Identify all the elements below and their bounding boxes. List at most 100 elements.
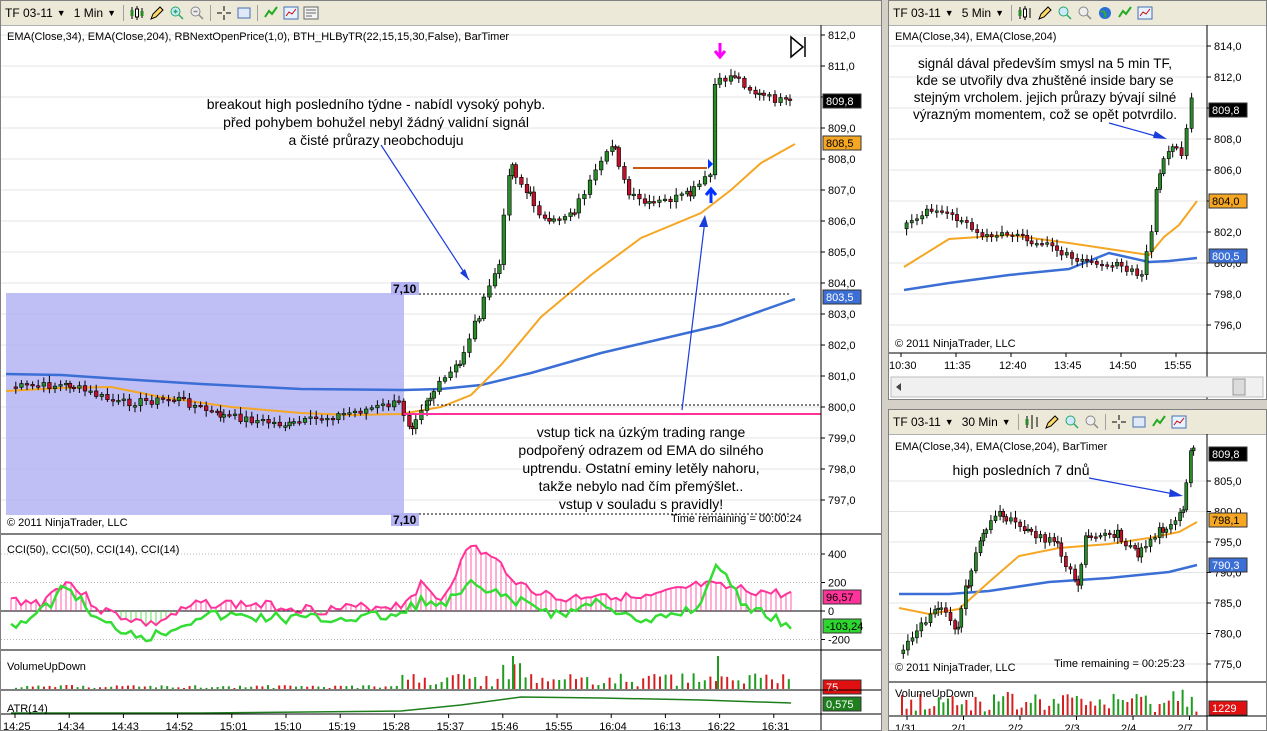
candlestick-icon[interactable] — [1024, 414, 1040, 430]
candle-body — [953, 620, 957, 630]
candle-body — [1184, 128, 1189, 156]
volume-bar — [362, 685, 365, 689]
pencil-icon[interactable] — [1037, 5, 1053, 21]
pencil-icon[interactable] — [1044, 414, 1060, 430]
candlestick-icon[interactable] — [129, 5, 145, 21]
strategy-icon[interactable] — [1151, 414, 1167, 430]
candle-body — [144, 398, 149, 401]
ema204-line — [899, 563, 1198, 596]
volume-bar — [379, 687, 381, 689]
candle-body — [138, 398, 143, 406]
volume-bar — [244, 687, 247, 689]
zoom-out-icon[interactable] — [189, 5, 205, 21]
zoom-in-icon[interactable] — [169, 5, 185, 21]
zoom-in-icon[interactable] — [1057, 5, 1073, 21]
chevron-down-icon: ▼ — [995, 8, 1004, 18]
candle-body — [582, 194, 587, 200]
candle-body — [939, 607, 944, 610]
crosshair-icon[interactable] — [216, 5, 232, 21]
indicators-label: EMA(Close,34), EMA(Close,204) — [895, 31, 1057, 43]
candle-body — [767, 94, 772, 97]
zoom-in-icon[interactable] — [1064, 414, 1080, 430]
candle-body — [1105, 264, 1110, 267]
instrument-selector[interactable]: TF 03-11 ▼ — [1, 2, 70, 24]
candle-body — [260, 418, 266, 422]
zoom-out-icon[interactable] — [1084, 414, 1100, 430]
data-box-icon[interactable] — [236, 5, 252, 21]
zoom-out-icon[interactable] — [1077, 5, 1093, 21]
globe-icon[interactable] — [1097, 5, 1113, 21]
candle-body — [732, 75, 737, 78]
candle-body — [1157, 527, 1162, 538]
annotation-line: signál dával především smysl na 5 min TF… — [917, 56, 1173, 71]
candle-body — [336, 413, 341, 420]
candle-body — [736, 76, 741, 79]
candle-body — [1052, 537, 1057, 542]
candle-body — [910, 637, 915, 642]
candle-body — [668, 198, 673, 203]
indicators-icon[interactable] — [1171, 414, 1187, 430]
candlestick-icon[interactable] — [1017, 5, 1033, 21]
volume-bar — [479, 686, 482, 689]
price-badges: 809,8 808,5 803,5 — [822, 93, 862, 305]
candle-body — [593, 169, 598, 181]
instrument-selector[interactable]: TF 03-11 ▼ — [889, 2, 958, 24]
volume-bar — [928, 708, 931, 715]
horizontal-scrollbar[interactable] — [890, 376, 1264, 398]
time-tick-label: 2/2 — [1008, 723, 1023, 731]
candle-body — [742, 77, 747, 88]
volume-bar — [709, 676, 712, 689]
strategy-icon[interactable] — [1117, 5, 1133, 21]
copyright-label: © 2011 NinjaTrader, LLC — [7, 517, 128, 529]
candle-body — [375, 404, 380, 409]
volume-bar — [311, 685, 314, 689]
interval-selector[interactable]: 5 Min ▼ — [958, 2, 1008, 24]
candle-body — [132, 405, 138, 408]
candle-body — [1045, 242, 1050, 245]
volume-bar — [54, 687, 57, 689]
properties-icon[interactable] — [303, 5, 319, 21]
volume-panel: 75 — [15, 656, 862, 695]
volume-bar — [569, 674, 572, 689]
candle-body — [94, 390, 99, 397]
instrument-selector[interactable]: TF 03-11 ▼ — [889, 411, 958, 433]
time-axis: 10:30 11:35 12:40 13:45 14:50 15:55 — [889, 353, 1192, 372]
candle-body — [116, 400, 121, 403]
crosshair-icon[interactable] — [1111, 414, 1127, 430]
candle-body — [1116, 529, 1120, 538]
axis-tick-label: 805,0 — [1214, 476, 1242, 488]
annotation-line: kde se utvořily dva zhuštěné inside bary… — [916, 73, 1174, 88]
candle-body — [472, 320, 478, 340]
candle-body — [52, 385, 58, 389]
candle-body — [944, 607, 948, 613]
candle-body — [198, 404, 203, 408]
next-bar-icon[interactable] — [790, 35, 806, 59]
candle-body — [1000, 232, 1004, 237]
indicators-icon[interactable] — [1137, 5, 1153, 21]
scroll-left-icon[interactable] — [896, 383, 901, 391]
candle-body — [562, 216, 568, 221]
candle-body — [1009, 517, 1013, 522]
candle-body — [181, 396, 186, 400]
annotation-tr: signál dával především smysl na 5 min TF… — [895, 55, 1195, 123]
candle-body — [187, 398, 192, 408]
candle-body — [1040, 243, 1044, 246]
interval-selector[interactable]: 1 Min ▼ — [70, 2, 120, 24]
indicators-icon[interactable] — [283, 5, 299, 21]
candle-body — [993, 515, 998, 521]
strategy-icon[interactable] — [263, 5, 279, 21]
data-box-icon[interactable] — [1131, 414, 1147, 430]
annotation-line: breakout high posledního týdne - nabídl … — [206, 96, 546, 112]
annotation-line: stejným vrcholem. jejich průrazy bývají … — [913, 90, 1177, 105]
volume-bar — [1080, 698, 1083, 715]
scroll-thumb[interactable] — [1232, 378, 1246, 396]
candle-body — [244, 416, 249, 422]
volume-bar — [924, 709, 926, 715]
candle-body — [77, 385, 82, 389]
pencil-icon[interactable] — [149, 5, 165, 21]
volume-bar — [591, 684, 594, 689]
interval-selector[interactable]: 30 Min ▼ — [958, 411, 1015, 433]
candle-body — [936, 608, 941, 611]
time-tick-label: 16:04 — [599, 721, 627, 731]
candle-body — [283, 425, 288, 428]
